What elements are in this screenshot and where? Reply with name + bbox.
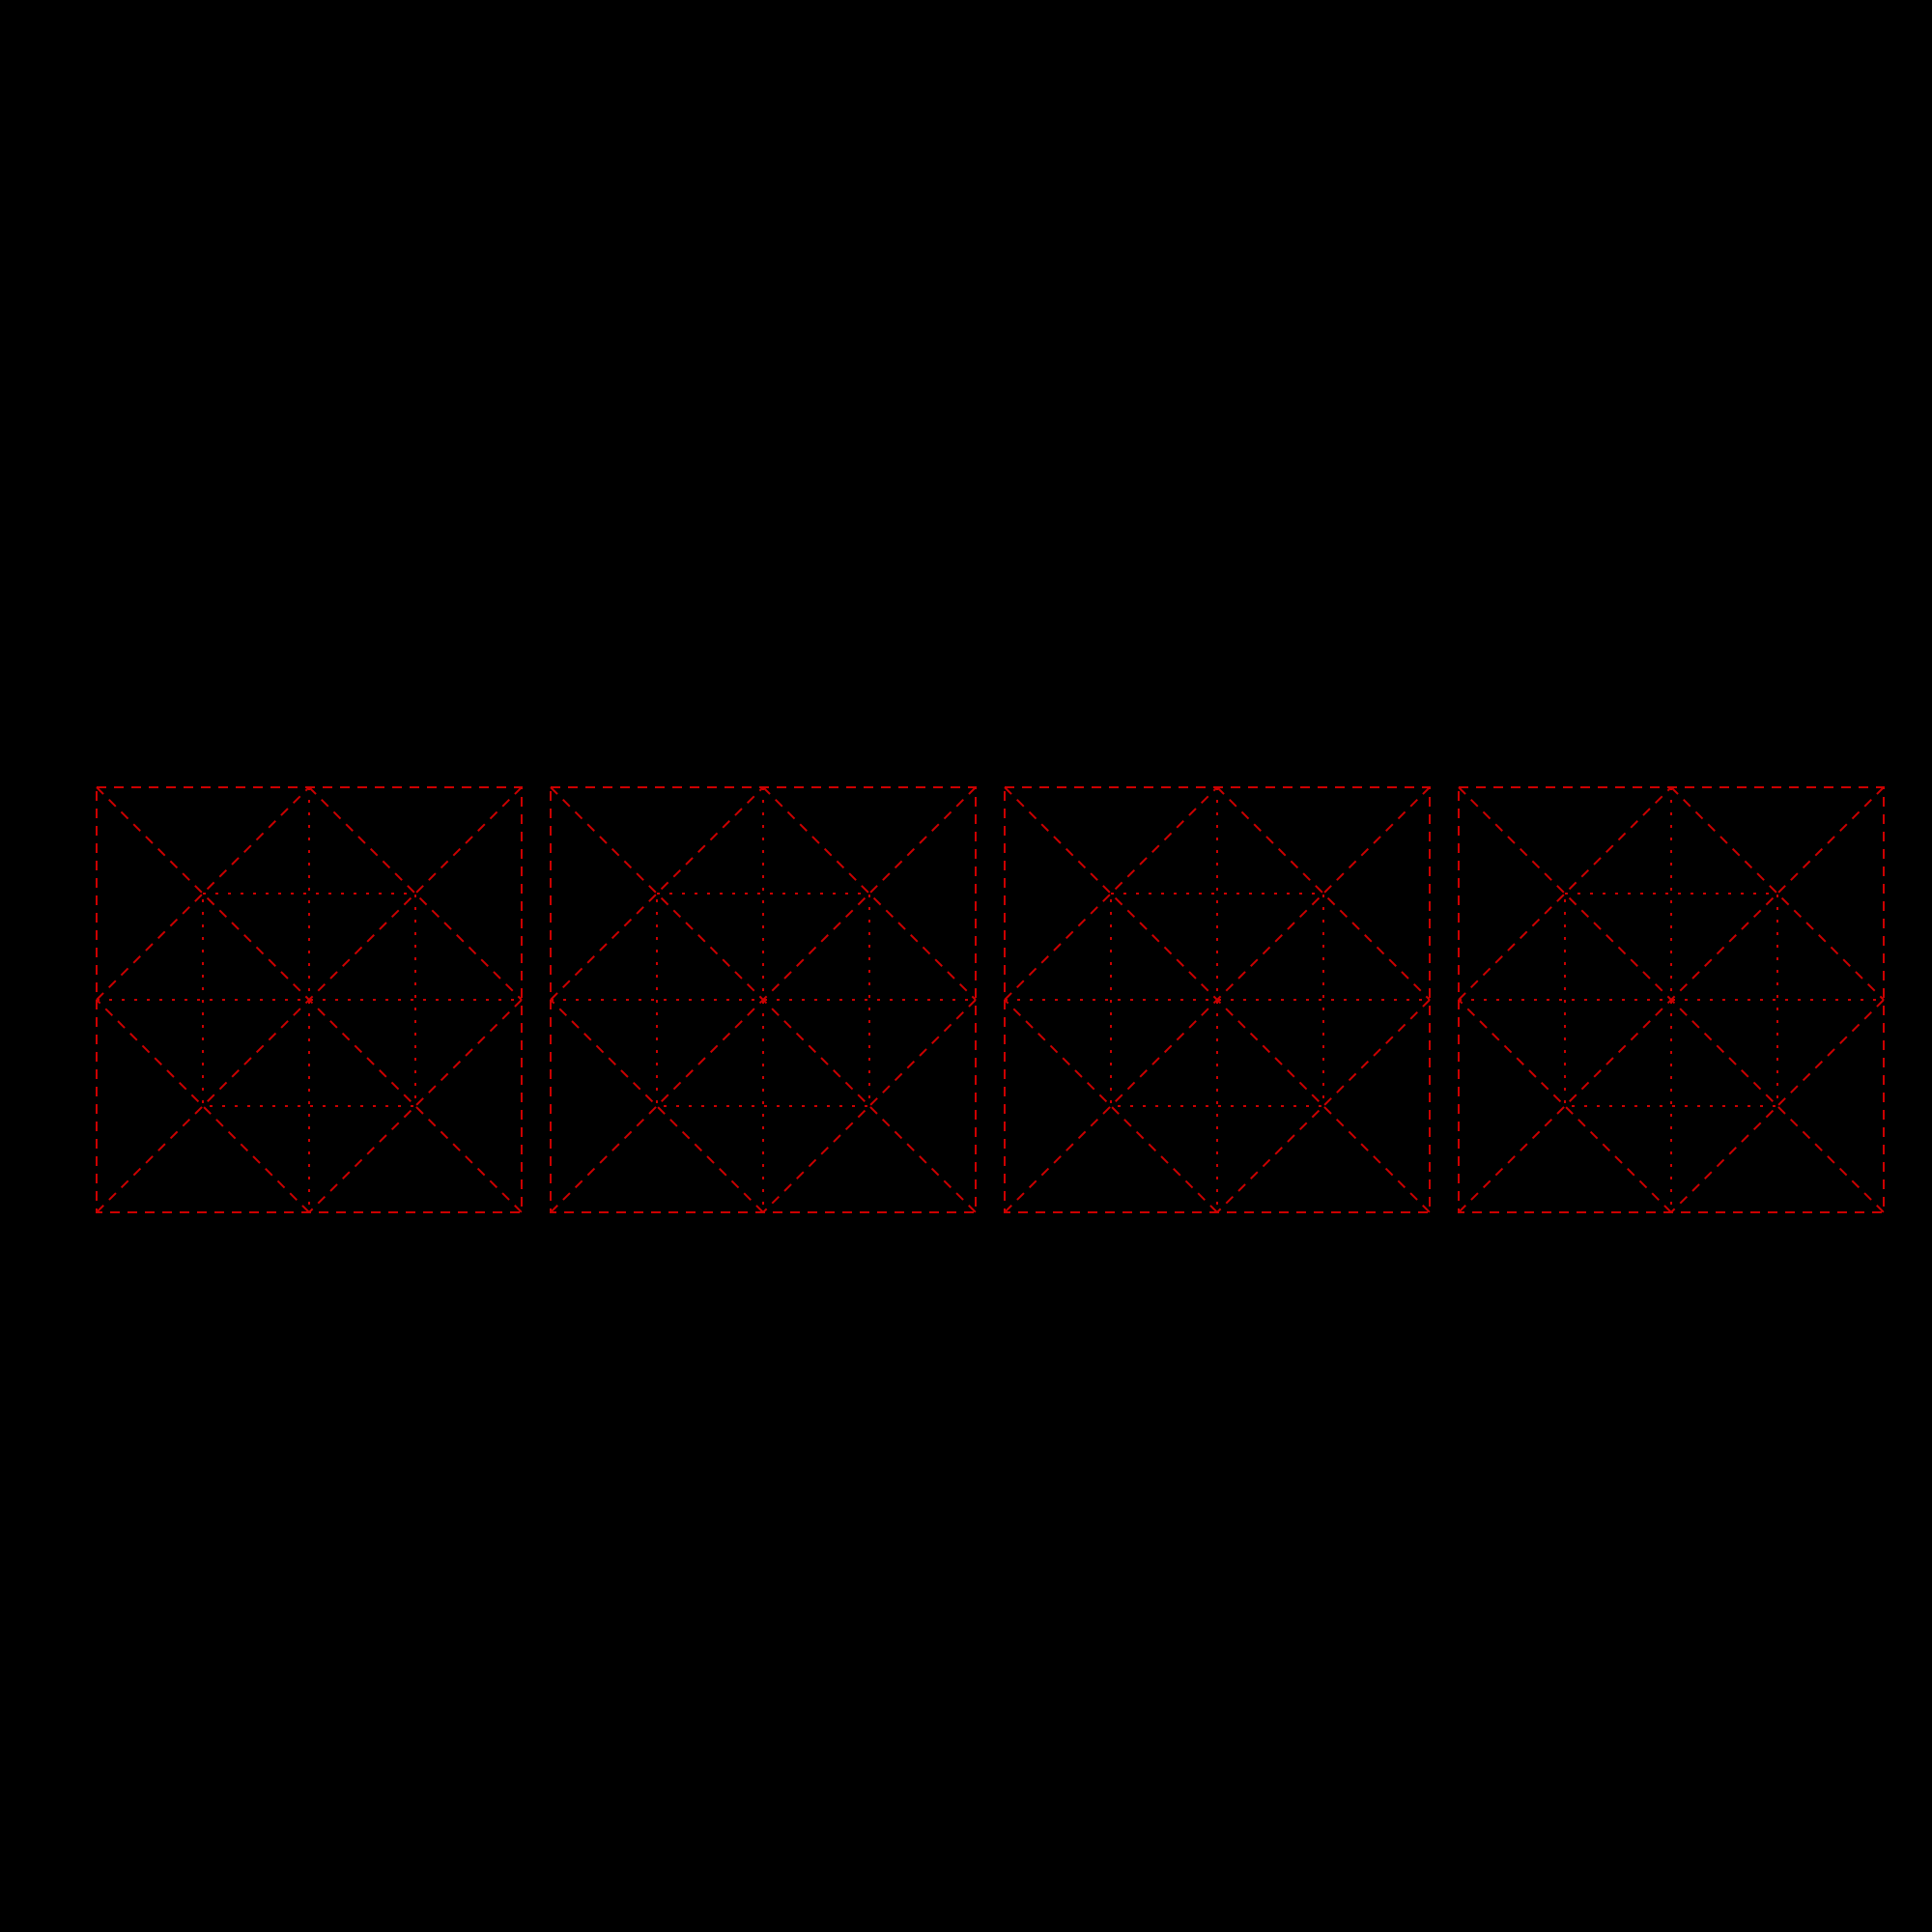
box-1-diamond-bl (551, 1000, 763, 1212)
diagram-svg (0, 0, 1932, 1932)
box-0-diamond-br (309, 1000, 522, 1212)
box-2-diamond-br (1217, 1000, 1430, 1212)
box-2-diamond-bl (1005, 1000, 1217, 1212)
box-1-diamond-br (763, 1000, 976, 1212)
diagram-canvas (0, 0, 1932, 1932)
box-3-diamond-bl (1459, 1000, 1671, 1212)
box-3-diamond-br (1671, 1000, 1884, 1212)
box-0-diamond-bl (97, 1000, 309, 1212)
